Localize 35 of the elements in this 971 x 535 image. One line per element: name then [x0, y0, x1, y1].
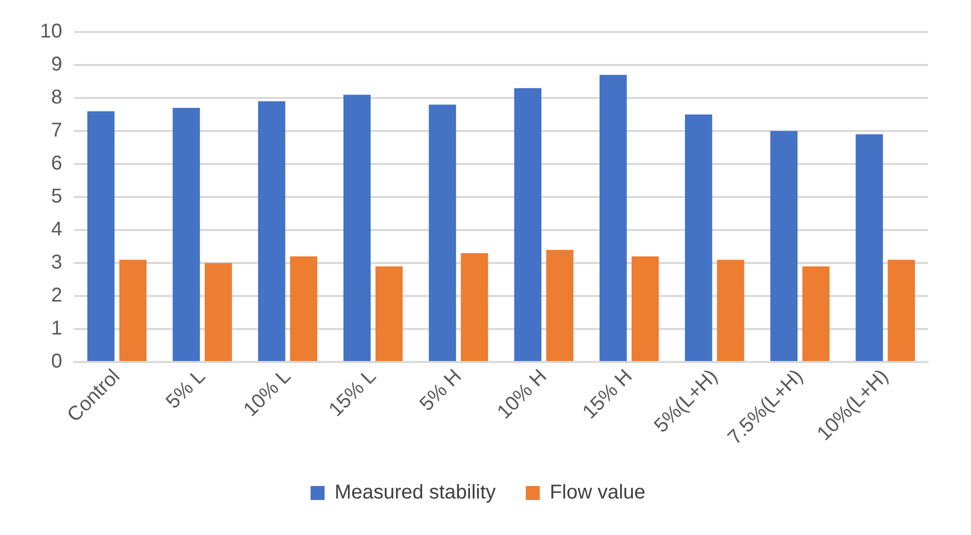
y-tick-label: 0: [51, 350, 62, 373]
bar: [770, 131, 798, 362]
bar: [856, 134, 883, 362]
y-tick-label: 4: [51, 218, 62, 241]
bar: [204, 263, 232, 362]
bar: [600, 74, 627, 362]
bar: [716, 260, 744, 362]
bar: [343, 94, 371, 362]
y-tick-label: 10: [40, 20, 62, 43]
bar: [290, 256, 318, 362]
y-tick-label: 8: [51, 86, 62, 109]
y-tick-label: 2: [51, 284, 62, 307]
y-tick-label: 9: [51, 54, 62, 76]
bar: [888, 260, 915, 362]
y-tick-label: 1: [51, 318, 62, 340]
bar: [375, 266, 403, 362]
x-tick-label: 5% L: [162, 365, 210, 414]
legend-label: Flow value: [550, 482, 646, 504]
bar: [460, 253, 488, 362]
legend-label: Measured stability: [334, 482, 496, 504]
x-tick-label: 5% H: [416, 365, 466, 416]
bar: [632, 256, 659, 362]
bar: [87, 111, 115, 362]
bar: [802, 266, 830, 362]
y-tick-label: 3: [51, 252, 62, 274]
bar: [258, 101, 286, 362]
y-tick-label: 6: [51, 152, 62, 175]
bar: [684, 114, 712, 362]
bar: [546, 250, 574, 362]
y-tick-label: 7: [51, 120, 62, 142]
bar: [172, 108, 200, 362]
bar: [514, 88, 542, 362]
y-tick-label: 5: [51, 186, 62, 208]
bar: [119, 260, 147, 362]
bar: [428, 104, 456, 362]
